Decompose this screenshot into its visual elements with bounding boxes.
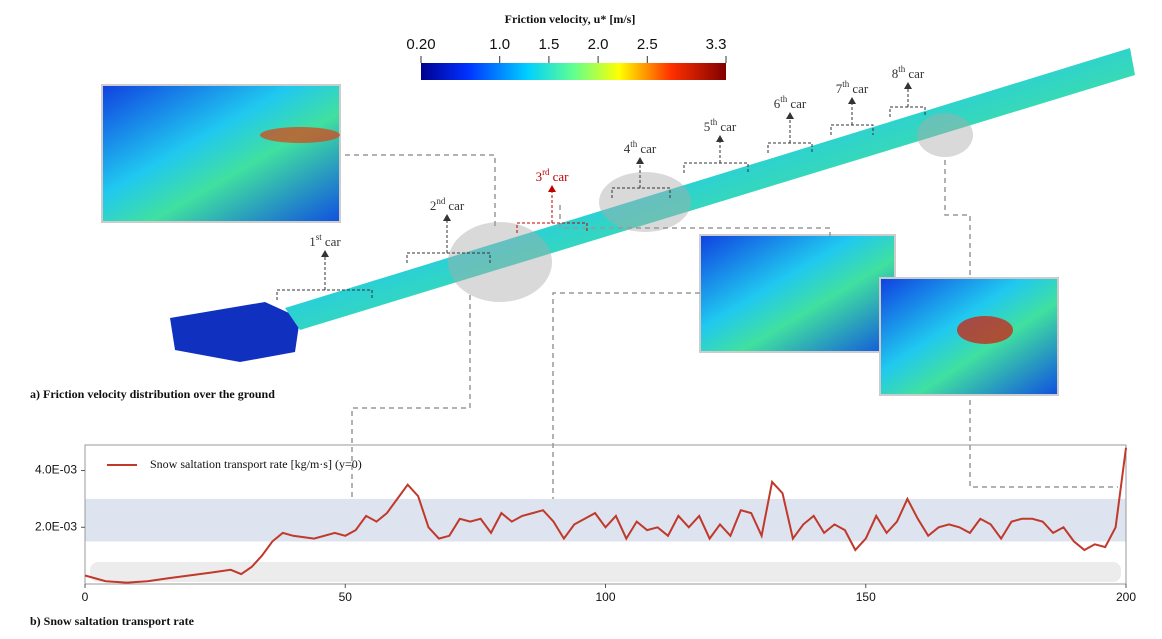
car-word: car — [448, 198, 465, 213]
car-bracket — [406, 219, 491, 263]
car-number: 3 — [536, 169, 543, 184]
colorbar — [421, 63, 726, 80]
car-label: 5th car — [704, 117, 737, 134]
colorbar-tick-label: 1.0 — [489, 36, 510, 53]
car-label: 1st car — [309, 232, 341, 249]
car-label: 6th car — [774, 94, 807, 111]
car-number: 4 — [624, 141, 631, 156]
car-suffix: rd — [542, 167, 550, 177]
y-tick-label: 4.0E-03 — [35, 463, 77, 477]
car-suffix: th — [898, 64, 906, 74]
arrow-head — [716, 135, 724, 142]
car-number: 5 — [704, 119, 711, 134]
y-tick-label: 2.0E-03 — [35, 519, 77, 533]
arrow-head — [548, 185, 556, 192]
car-suffix: th — [630, 139, 638, 149]
arrow-head — [636, 157, 644, 164]
car-word: car — [908, 66, 925, 81]
arrow-head — [786, 112, 794, 119]
car-label: 4th car — [624, 139, 657, 156]
series-line — [84, 447, 1127, 584]
legend-label: Snow saltation transport rate [kg/m·s] (… — [150, 457, 362, 471]
highlight-band — [85, 498, 1126, 542]
x-tick-label: 200 — [1116, 590, 1136, 604]
car-word: car — [852, 81, 869, 96]
x-tick-label: 100 — [595, 590, 615, 604]
x-tick-label: 150 — [856, 590, 876, 604]
car-suffix: th — [842, 79, 850, 89]
car-word: car — [325, 234, 342, 249]
arrow-head — [443, 214, 451, 221]
arrow-head — [904, 82, 912, 89]
car-number: 2 — [430, 198, 437, 213]
car-number: 7 — [836, 81, 843, 96]
car-label: 8th car — [892, 64, 925, 81]
colorbar-title: Friction velocity, u* [m/s] — [505, 12, 636, 26]
car-suffix: st — [316, 232, 323, 242]
car-suffix: th — [710, 117, 718, 127]
car-word: car — [720, 119, 737, 134]
car-label: 3rd car — [536, 167, 570, 184]
x-tick-label: 50 — [339, 590, 353, 604]
car-bracket — [767, 117, 813, 153]
car-word: car — [640, 141, 657, 156]
colorbar-tick-label: 1.5 — [538, 36, 559, 53]
car-bracket — [276, 255, 373, 300]
car-number: 1 — [309, 234, 316, 249]
colorbar-tick-label: 2.0 — [588, 36, 609, 53]
car-bracket — [830, 102, 874, 135]
colorbar-tick-label: 0.20 — [406, 36, 435, 53]
x-tick-label: 0 — [82, 590, 89, 604]
car-word: car — [790, 96, 807, 111]
car-number: 8 — [892, 66, 899, 81]
car-bracket — [516, 190, 588, 233]
car-label: 2nd car — [430, 196, 465, 213]
arrow-head — [321, 250, 329, 257]
car-word: car — [553, 169, 570, 184]
panel-label: a) Friction velocity distribution over t… — [30, 387, 275, 401]
arrow-head — [848, 97, 856, 104]
flow-render — [101, 48, 1135, 520]
car-bracket — [889, 87, 926, 117]
colorbar-tick-label: 3.3 — [706, 36, 727, 53]
car-number: 6 — [774, 96, 781, 111]
car-bracket — [611, 162, 671, 198]
car-bracket — [683, 140, 749, 173]
train-shadow — [90, 562, 1121, 582]
car-suffix: nd — [436, 196, 446, 206]
car-label: 7th car — [836, 79, 869, 96]
car-suffix: th — [780, 94, 788, 104]
panel-label: b) Snow saltation transport rate — [30, 614, 195, 628]
colorbar-tick-label: 2.5 — [637, 36, 658, 53]
